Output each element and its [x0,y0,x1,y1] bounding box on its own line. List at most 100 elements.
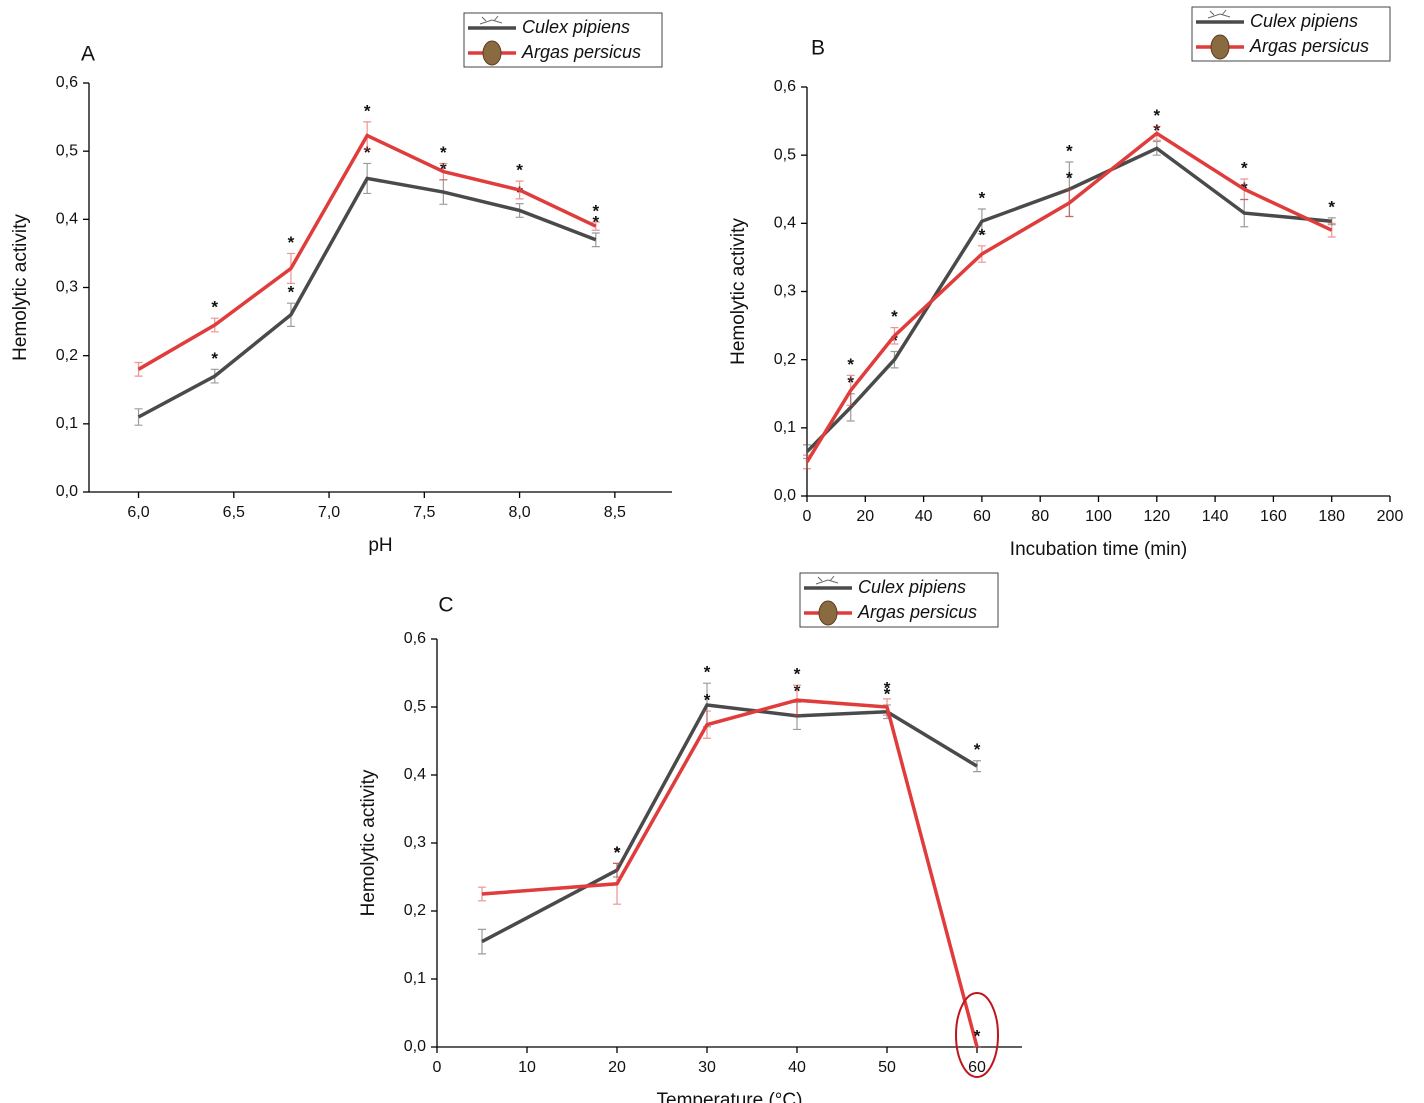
error-bar [890,350,899,369]
y-tick-label: 0,3 [404,834,426,851]
y-tick-label: 0,6 [774,78,796,95]
x-tick-label: 180 [1318,508,1345,525]
y-tick-label: 0,6 [56,74,78,91]
significance-mark: * [847,355,854,374]
error-bar [613,862,621,905]
series-line [137,176,597,419]
significance-mark: * [364,143,371,162]
error-bar [286,302,295,327]
significance-mark: * [364,101,371,120]
x-tick-label: 8,0 [508,504,530,521]
significance-mark: * [884,684,891,703]
x-tick-label: 20 [608,1059,626,1076]
error-bar [591,221,600,231]
x-tick-label: 0 [803,508,812,525]
legend-label: Argas persicus [521,42,641,62]
panel-label: B [811,37,825,60]
x-tick-label: 160 [1260,508,1287,525]
error-bar [703,710,711,739]
significance-mark: * [288,283,295,302]
error-bar [793,684,801,716]
y-tick-label: 0,1 [56,415,78,432]
legend-label: Argas persicus [1249,36,1369,56]
error-bar [890,327,899,345]
legend-label: Argas persicus [857,602,977,622]
error-bar [977,245,986,263]
y-tick-label: 0,1 [404,970,426,987]
y-tick-label: 0,2 [774,351,796,368]
significance-mark: * [1066,141,1073,160]
series-line [481,703,978,944]
error-bar [1152,140,1161,156]
significance-mark: * [1241,159,1248,178]
x-tick-label: 40 [788,1059,806,1076]
error-bar [134,361,143,377]
error-bar [1152,125,1161,141]
x-tick-label: 50 [878,1059,896,1076]
error-bar [363,162,372,195]
legend-icon [1210,34,1230,60]
y-axis-label: Hemolytic activity [358,769,379,916]
significance-mark: * [1328,197,1335,216]
significance-mark: * [884,678,891,697]
x-tick-label: 80 [1031,508,1049,525]
error-bar [846,374,855,406]
error-bar [591,232,600,248]
y-tick-label: 0,0 [774,487,796,504]
significance-mark: * [614,843,621,862]
y-tick-label: 0,4 [774,215,796,232]
error-bar [1327,222,1336,238]
x-tick-label: 30 [698,1059,716,1076]
error-bar [478,928,486,955]
x-tick-label: 20 [856,508,874,525]
x-axis-label: Incubation time (min) [1010,539,1187,560]
legend-icon [482,40,502,66]
error-bar [210,368,219,384]
legend-icon [815,575,839,585]
error-bar [515,180,524,200]
error-bar [977,208,986,235]
error-bar [973,760,981,773]
significance-mark: * [1153,106,1160,125]
y-tick-label: 0,5 [56,142,78,159]
error-bar [1065,188,1074,218]
significance-mark: * [794,665,801,684]
significance-mark: * [974,1026,981,1045]
series-line [481,698,979,1048]
y-tick-label: 0,0 [56,483,78,500]
y-tick-label: 0,2 [404,902,426,919]
significance-mark: * [516,161,523,180]
significance-mark: * [704,691,711,710]
legend-icon [1207,9,1231,19]
x-tick-label: 120 [1143,508,1170,525]
panel-label: A [81,43,95,66]
x-axis-label: pH [368,535,392,556]
error-bar [515,203,524,218]
significance-mark: * [891,307,898,326]
error-bar [1240,178,1249,201]
significance-mark: * [592,202,599,221]
y-axis-label: Hemolytic activity [10,214,31,361]
significance-mark: * [440,143,447,162]
x-tick-label: 8,5 [604,504,626,521]
legend-icon [479,15,503,25]
y-tick-label: 0,2 [56,347,78,364]
y-tick-label: 0,3 [56,279,78,296]
significance-mark: * [614,843,621,862]
x-tick-label: 10 [518,1059,536,1076]
y-axis-label: Hemolytic activity [728,218,749,365]
significance-mark: * [211,298,218,317]
significance-mark: * [974,740,981,759]
series-line [805,146,1332,453]
x-tick-label: 60 [973,508,991,525]
y-tick-label: 0,4 [56,211,78,228]
significance-mark: * [979,225,986,244]
series-line [805,131,1333,463]
legend-label: Culex pipiens [522,17,630,37]
x-tick-label: 200 [1377,508,1404,525]
error-bar [363,121,372,150]
y-tick-label: 0,6 [404,630,426,647]
x-tick-label: 60 [968,1059,986,1076]
error-bar [478,886,486,902]
